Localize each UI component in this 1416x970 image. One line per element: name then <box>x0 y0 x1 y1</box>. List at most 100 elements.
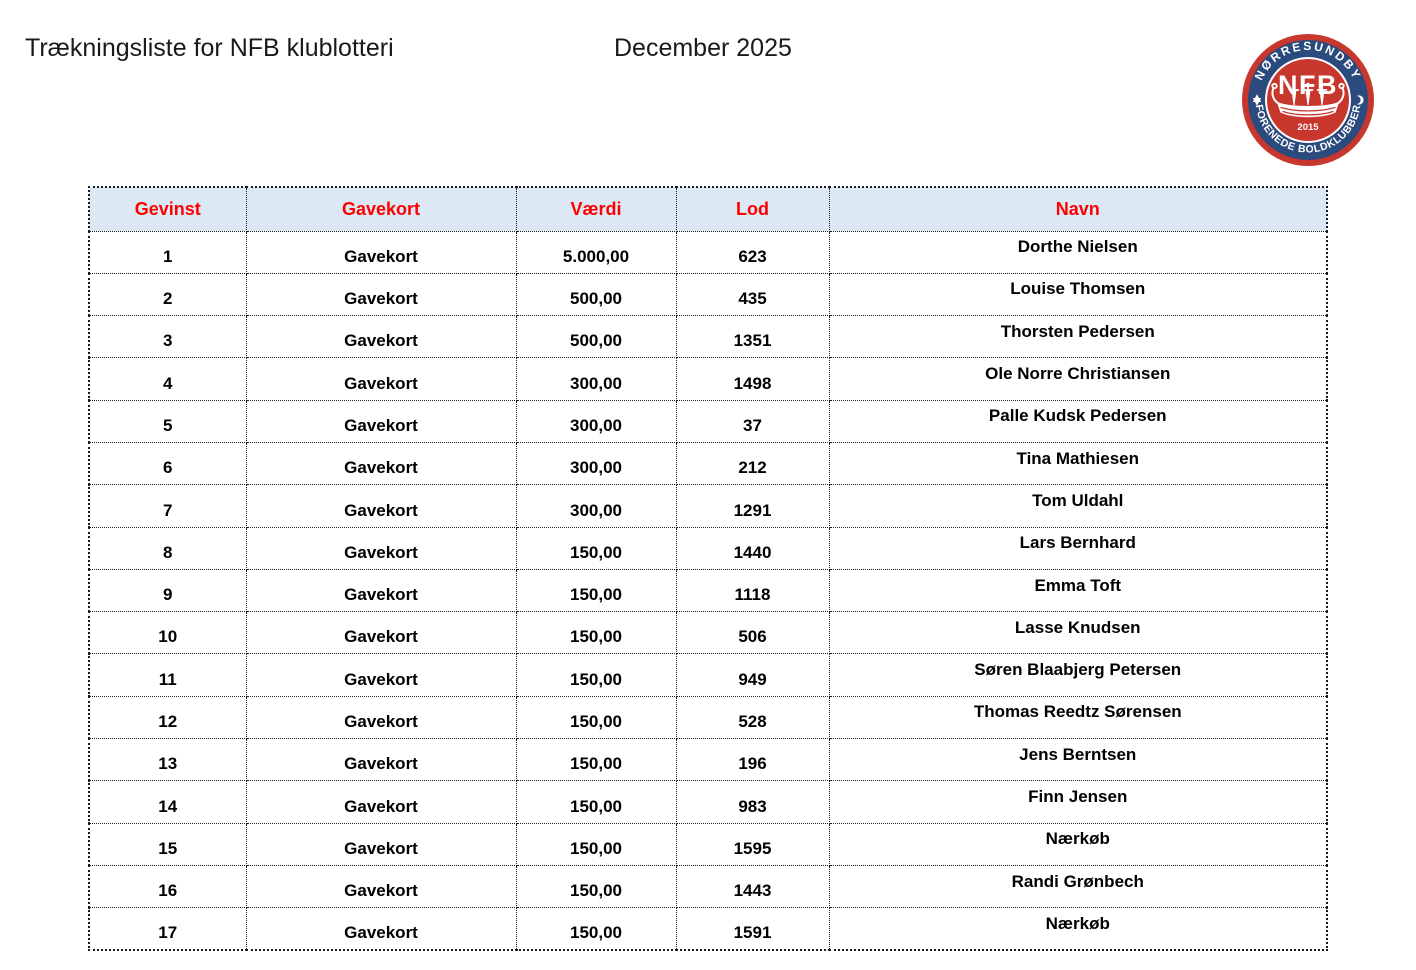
prize-number-cell: 7 <box>88 484 247 528</box>
value-cell: 5.000,00 <box>515 230 677 274</box>
lot-number-cell: 506 <box>675 611 830 655</box>
prize-number-cell: 9 <box>88 568 247 613</box>
prize-number-cell: 2 <box>88 272 247 317</box>
value-cell: 300,00 <box>515 357 677 401</box>
winner-name-cell: Palle Kudsk Pedersen <box>828 399 1328 443</box>
value-cell: 150,00 <box>515 695 677 740</box>
prize-type-cell: Gavekort <box>245 653 517 697</box>
prize-type-cell: Gavekort <box>245 695 517 740</box>
table-row: 13 Gavekort 150,00 196 Jens Berntsen <box>88 738 1328 782</box>
winner-name-cell: Nærkøb <box>828 822 1328 866</box>
prize-number-cell: 6 <box>88 441 247 486</box>
column-header-gavekort: Gavekort <box>245 186 517 232</box>
table-row: 11 Gavekort 150,00 949 Søren Blaabjerg P… <box>88 653 1328 697</box>
table-row: 5 Gavekort 300,00 37 Palle Kudsk Pederse… <box>88 399 1328 443</box>
value-cell: 150,00 <box>515 780 677 824</box>
winner-name-cell: Randi Grønbech <box>828 864 1328 909</box>
table-row: 12 Gavekort 150,00 528 Thomas Reedtz Sør… <box>88 695 1328 740</box>
value-cell: 500,00 <box>515 315 677 359</box>
lot-number-cell: 1595 <box>675 822 830 866</box>
prize-type-cell: Gavekort <box>245 484 517 528</box>
prize-type-cell: Gavekort <box>245 441 517 486</box>
prize-table-container: Gevinst Gavekort Værdi Lod Navn 1 Gaveko… <box>88 186 1328 952</box>
winner-name-cell: Louise Thomsen <box>828 272 1328 317</box>
prize-type-cell: Gavekort <box>245 399 517 443</box>
lot-number-cell: 949 <box>675 653 830 697</box>
table-row: 8 Gavekort 150,00 1440 Lars Bernhard <box>88 526 1328 570</box>
value-cell: 150,00 <box>515 526 677 570</box>
prize-table: Gevinst Gavekort Værdi Lod Navn 1 Gaveko… <box>88 186 1328 952</box>
prize-number-cell: 5 <box>88 399 247 443</box>
table-row: 16 Gavekort 150,00 1443 Randi Grønbech <box>88 864 1328 909</box>
prize-type-cell: Gavekort <box>245 357 517 401</box>
winner-name-cell: Nærkøb <box>828 907 1328 951</box>
table-row: 6 Gavekort 300,00 212 Tina Mathiesen <box>88 441 1328 486</box>
prize-type-cell: Gavekort <box>245 907 517 951</box>
winner-name-cell: Lars Bernhard <box>828 526 1328 570</box>
column-header-lod: Lod <box>675 186 830 232</box>
table-row: 10 Gavekort 150,00 506 Lasse Knudsen <box>88 611 1328 655</box>
winner-name-cell: Finn Jensen <box>828 780 1328 824</box>
winner-name-cell: Ole Norre Christiansen <box>828 357 1328 401</box>
prize-number-cell: 11 <box>88 653 247 697</box>
table-header-row: Gevinst Gavekort Værdi Lod Navn <box>88 186 1328 232</box>
club-logo: NØRRESUNDBY FORENEDE BOLDKLUBBER NFB <box>1242 34 1374 166</box>
column-header-navn: Navn <box>828 186 1328 232</box>
table-row: 9 Gavekort 150,00 1118 Emma Toft <box>88 568 1328 613</box>
table-row: 3 Gavekort 500,00 1351 Thorsten Pedersen <box>88 315 1328 359</box>
table-row: 15 Gavekort 150,00 1595 Nærkøb <box>88 822 1328 866</box>
winner-name-cell: Thorsten Pedersen <box>828 315 1328 359</box>
lot-number-cell: 1291 <box>675 484 830 528</box>
lot-number-cell: 1118 <box>675 568 830 613</box>
lot-number-cell: 37 <box>675 399 830 443</box>
page-date: December 2025 <box>614 34 792 62</box>
prize-number-cell: 4 <box>88 357 247 401</box>
prize-number-cell: 15 <box>88 822 247 866</box>
lot-number-cell: 1351 <box>675 315 830 359</box>
lot-number-cell: 528 <box>675 695 830 740</box>
prize-number-cell: 12 <box>88 695 247 740</box>
winner-name-cell: Tina Mathiesen <box>828 441 1328 486</box>
prize-number-cell: 17 <box>88 907 247 951</box>
value-cell: 300,00 <box>515 399 677 443</box>
lot-number-cell: 983 <box>675 780 830 824</box>
winner-name-cell: Søren Blaabjerg Petersen <box>828 653 1328 697</box>
prize-number-cell: 13 <box>88 738 247 782</box>
lot-number-cell: 1443 <box>675 864 830 909</box>
prize-type-cell: Gavekort <box>245 315 517 359</box>
prize-type-cell: Gavekort <box>245 780 517 824</box>
value-cell: 150,00 <box>515 822 677 866</box>
prize-type-cell: Gavekort <box>245 738 517 782</box>
prize-number-cell: 14 <box>88 780 247 824</box>
table-body: 1 Gavekort 5.000,00 623 Dorthe Nielsen 2… <box>88 230 1328 951</box>
value-cell: 150,00 <box>515 864 677 909</box>
logo-year: 2015 <box>1297 122 1319 133</box>
page-title: Trækningsliste for NFB klublotteri <box>25 34 394 62</box>
winner-name-cell: Lasse Knudsen <box>828 611 1328 655</box>
column-header-vaerdi: Værdi <box>515 186 677 232</box>
prize-number-cell: 8 <box>88 526 247 570</box>
value-cell: 300,00 <box>515 441 677 486</box>
table-row: 14 Gavekort 150,00 983 Finn Jensen <box>88 780 1328 824</box>
lot-number-cell: 1440 <box>675 526 830 570</box>
value-cell: 150,00 <box>515 653 677 697</box>
lot-number-cell: 212 <box>675 441 830 486</box>
lot-number-cell: 1498 <box>675 357 830 401</box>
prize-type-cell: Gavekort <box>245 272 517 317</box>
table-row: 1 Gavekort 5.000,00 623 Dorthe Nielsen <box>88 230 1328 274</box>
crescent-icon <box>1352 95 1364 105</box>
winner-name-cell: Jens Berntsen <box>828 738 1328 782</box>
table-row: 2 Gavekort 500,00 435 Louise Thomsen <box>88 272 1328 317</box>
prize-type-cell: Gavekort <box>245 230 517 274</box>
table-row: 7 Gavekort 300,00 1291 Tom Uldahl <box>88 484 1328 528</box>
column-header-gevinst: Gevinst <box>88 186 247 232</box>
prize-type-cell: Gavekort <box>245 822 517 866</box>
value-cell: 300,00 <box>515 484 677 528</box>
value-cell: 500,00 <box>515 272 677 317</box>
lot-number-cell: 196 <box>675 738 830 782</box>
prize-number-cell: 16 <box>88 864 247 909</box>
winner-name-cell: Emma Toft <box>828 568 1328 613</box>
prize-type-cell: Gavekort <box>245 611 517 655</box>
prize-number-cell: 1 <box>88 230 247 274</box>
winner-name-cell: Thomas Reedtz Sørensen <box>828 695 1328 740</box>
